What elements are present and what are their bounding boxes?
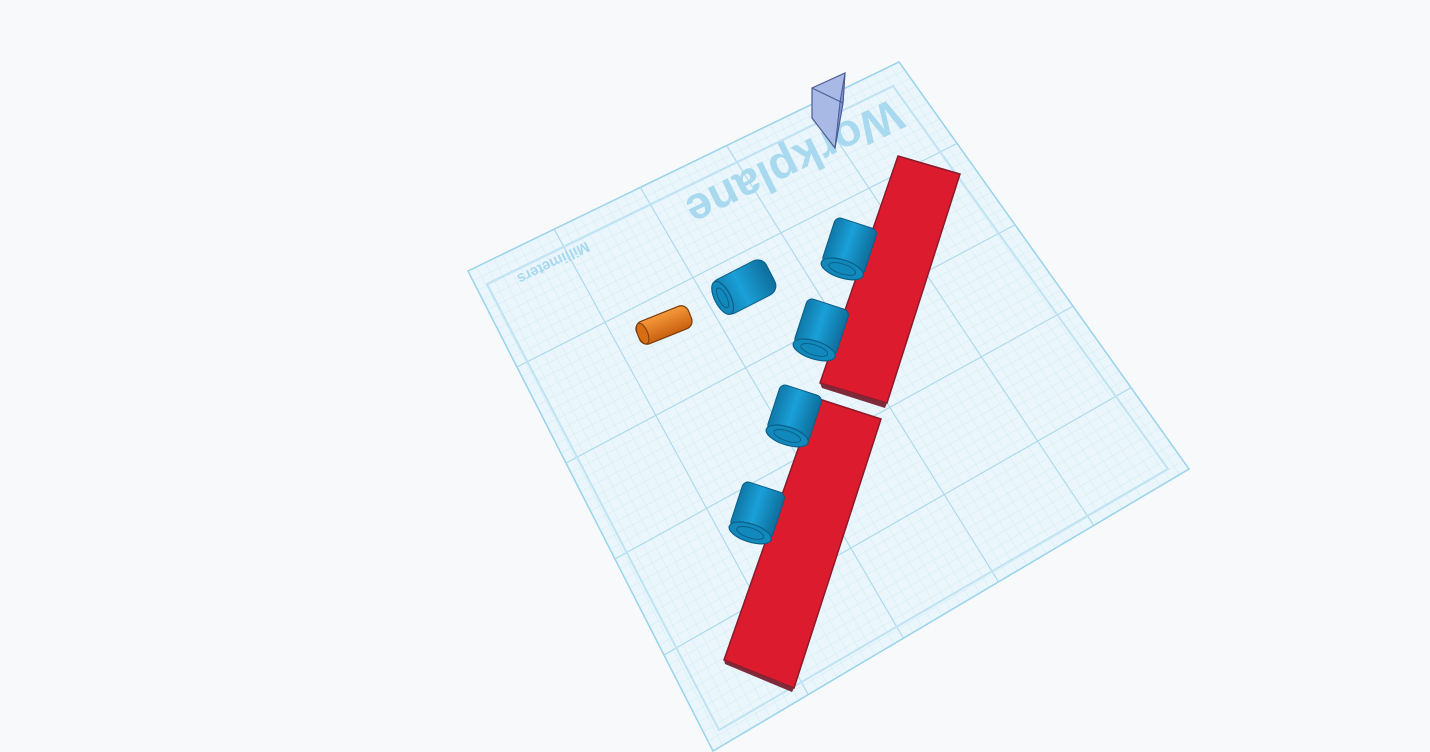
red-box-upper[interactable] xyxy=(819,155,961,408)
workplane-inner-border xyxy=(485,84,1170,732)
view-cube-icon[interactable] xyxy=(811,72,846,150)
grid-line xyxy=(821,99,1104,520)
grid-line xyxy=(829,95,1114,515)
grid-line xyxy=(890,66,1180,475)
grid-line xyxy=(644,354,1108,617)
grid-line xyxy=(812,103,1095,526)
grid-line xyxy=(864,78,1152,492)
grid-line xyxy=(838,91,1123,509)
grid-line xyxy=(658,379,1126,646)
grid-line xyxy=(898,62,1189,470)
grid-line xyxy=(847,86,1133,503)
grid-line xyxy=(590,265,1045,512)
grid-line xyxy=(649,362,1114,627)
grid-line xyxy=(712,468,1189,751)
grid-line xyxy=(595,273,1050,521)
grid-line xyxy=(786,116,1066,543)
blue-cylinder-3[interactable] xyxy=(763,383,822,451)
grid-line xyxy=(795,112,1075,537)
blue-cylinder-2[interactable] xyxy=(790,297,849,365)
grid-line xyxy=(654,371,1120,637)
grid-line xyxy=(639,346,1103,608)
blue-cylinder-5[interactable] xyxy=(707,256,779,318)
grid-line xyxy=(707,460,1184,742)
orange-cylinder[interactable] xyxy=(634,303,695,346)
grid-line xyxy=(872,74,1161,487)
blue-cylinder-4[interactable] xyxy=(726,480,785,548)
grid-line xyxy=(855,82,1142,498)
grid-line xyxy=(778,120,1056,549)
blue-cylinder-1[interactable] xyxy=(818,216,877,284)
grid-line xyxy=(803,107,1085,532)
red-box-lower[interactable] xyxy=(723,397,882,692)
